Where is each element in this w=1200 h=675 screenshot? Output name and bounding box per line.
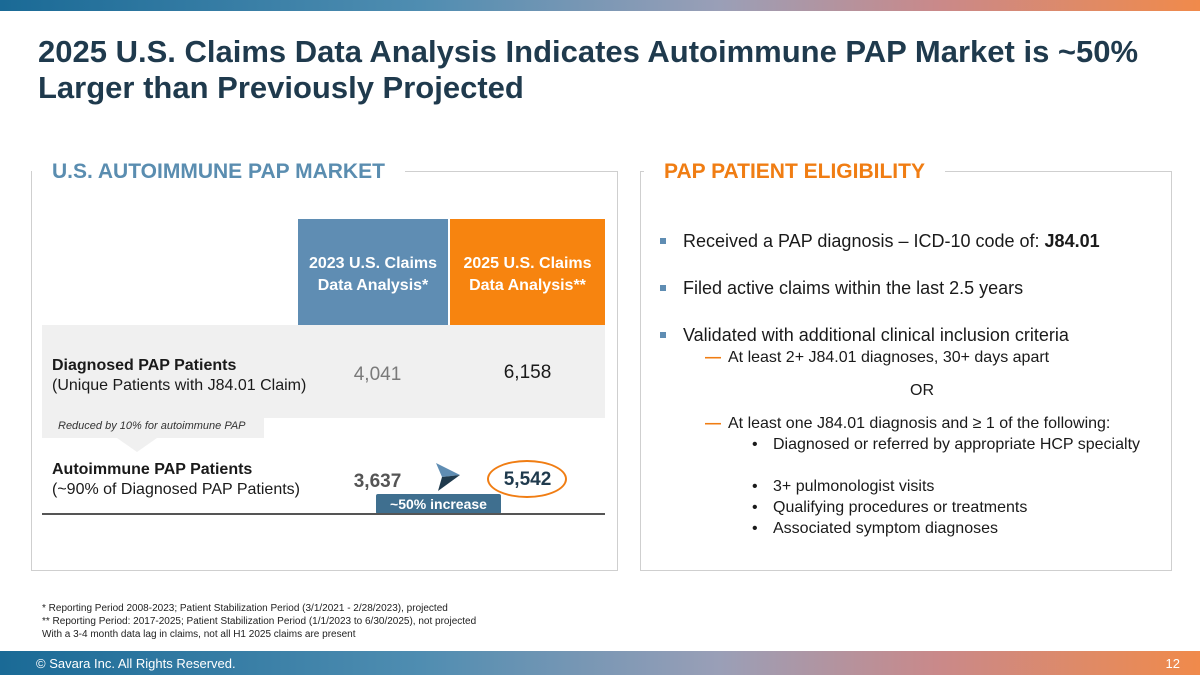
- bullet-dot-icon: •: [752, 520, 758, 537]
- reduced-note: Reduced by 10% for autoimmune PAP: [42, 418, 264, 438]
- top-gradient-bar: [0, 0, 1200, 11]
- highlight-circle: [487, 460, 567, 498]
- autoimmune-row-title: Autoimmune PAP Patients: [52, 461, 253, 478]
- autoimmune-row-subtitle: (~90% of Diagnosed PAP Patients): [52, 481, 300, 498]
- footer-copyright: © Savara Inc. All Rights Reserved.: [36, 656, 236, 671]
- diagnosed-row-band: [42, 325, 605, 418]
- bullet-2-text: Filed active claims within the last 2.5 …: [683, 278, 1024, 298]
- autoimmune-2023-value: 3,637: [353, 471, 402, 492]
- column-header-2025: 2025 U.S. Claims Data Analysis**: [450, 219, 605, 325]
- column-header-2023: 2023 U.S. Claims Data Analysis*: [298, 219, 448, 325]
- diagnosed-2023-value: 4,041: [353, 364, 402, 385]
- diagnosed-2025-value: 6,158: [503, 362, 552, 383]
- bullet-square-icon: [660, 285, 666, 291]
- criteria-item-2: 3+ pulmonologist visits: [773, 478, 935, 495]
- eligibility-panel-heading: PAP PATIENT ELIGIBILITY: [644, 160, 945, 184]
- autoimmune-2025-value: 5,542: [503, 469, 552, 490]
- autoimmune-row-label: Autoimmune PAP Patients (~90% of Diagnos…: [52, 460, 300, 500]
- criteria-item-3: Qualifying procedures or treatments: [773, 499, 1028, 516]
- slide-title: 2025 U.S. Claims Data Analysis Indicates…: [38, 34, 1139, 105]
- column-header-2025-line2: Data Analysis**: [469, 277, 586, 294]
- criteria-item-4: Associated symptom diagnoses: [773, 520, 998, 537]
- bullet-square-icon: [660, 332, 666, 338]
- footnote-2: ** Reporting Period: 2017-2025; Patient …: [42, 616, 477, 627]
- footnote-1: * Reporting Period 2008-2023; Patient St…: [42, 603, 448, 614]
- bullet-3-text: Validated with additional clinical inclu…: [683, 325, 1069, 345]
- column-header-2023-line1: 2023 U.S. Claims: [308, 255, 438, 272]
- bullet-1-text: Received a PAP diagnosis – ICD-10 code o…: [683, 231, 1045, 251]
- bullet-dot-icon: •: [752, 436, 758, 453]
- increase-badge: ~50% increase: [376, 494, 501, 514]
- icd-code: J84.01: [1044, 231, 1100, 251]
- dash-icon: —: [705, 415, 721, 432]
- diagnosed-row-title: Diagnosed PAP Patients: [52, 357, 237, 374]
- column-header-2023-line2: Data Analysis*: [317, 277, 429, 294]
- column-header-2025-line1: 2025 U.S. Claims: [463, 255, 592, 272]
- criteria-item-1: Diagnosed or referred by appropriate HCP…: [773, 436, 1141, 453]
- bullet-dot-icon: •: [752, 499, 758, 516]
- or-divider: OR: [910, 382, 934, 399]
- criteria-sub-2-text: At least one J84.01 diagnosis and ≥ 1 of…: [728, 415, 1111, 432]
- bottom-gradient-bar: [0, 651, 1200, 675]
- page-number: 12: [1165, 656, 1180, 671]
- dash-icon: —: [705, 349, 721, 366]
- market-panel-heading: U.S. AUTOIMMUNE PAP MARKET: [32, 160, 405, 184]
- footnote-3: With a 3-4 month data lag in claims, not…: [42, 629, 356, 640]
- table-bottom-rule: [42, 513, 605, 515]
- criteria-sub-1-text: At least 2+ J84.01 diagnoses, 30+ days a…: [728, 349, 1050, 366]
- forward-arrow-icon: [436, 463, 460, 491]
- bullet-square-icon: [660, 238, 666, 244]
- diagnosed-row-label: Diagnosed PAP Patients (Unique Patients …: [52, 356, 306, 396]
- diagnosed-row-subtitle: (Unique Patients with J84.01 Claim): [52, 377, 307, 394]
- bullet-dot-icon: •: [752, 478, 758, 495]
- down-arrow-icon: [117, 438, 157, 452]
